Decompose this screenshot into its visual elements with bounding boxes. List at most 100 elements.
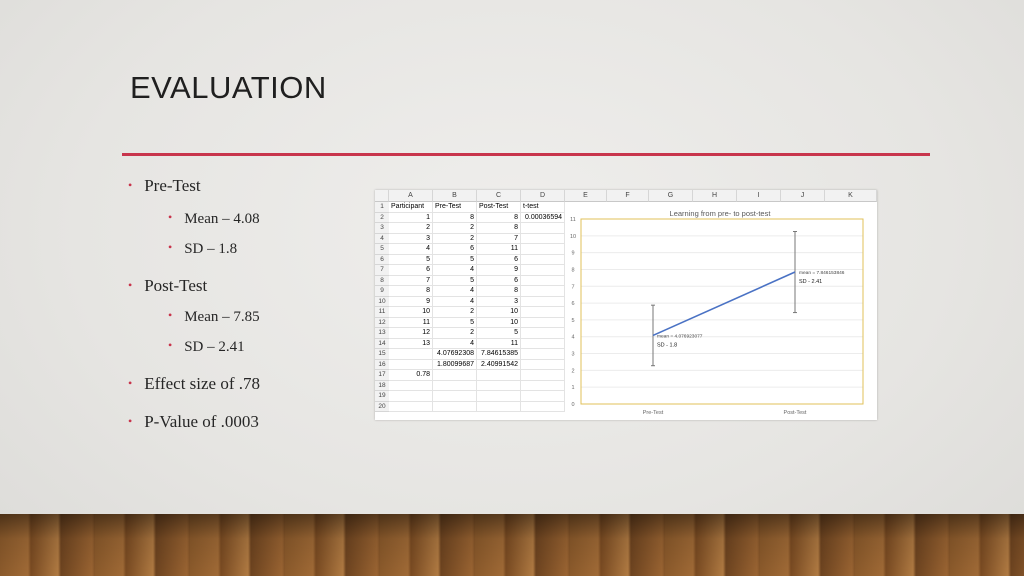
cell[interactable]: 7.84615385 <box>477 349 521 360</box>
cell[interactable]: Participant <box>389 202 433 213</box>
row-header[interactable]: 18 <box>375 380 389 391</box>
cell[interactable]: 7 <box>389 275 433 286</box>
cell[interactable]: 1 <box>389 212 433 223</box>
row-header[interactable]: 19 <box>375 391 389 402</box>
column-header-k[interactable]: K <box>825 190 877 202</box>
cell[interactable]: 4 <box>433 265 477 276</box>
column-header-h[interactable]: H <box>693 190 737 202</box>
column-header-f[interactable]: F <box>607 190 649 202</box>
cell[interactable] <box>389 380 433 391</box>
cell[interactable]: 6 <box>477 254 521 265</box>
cell[interactable] <box>521 286 565 297</box>
cell[interactable]: Pre-Test <box>433 202 477 213</box>
cell[interactable]: 2 <box>433 233 477 244</box>
cell[interactable] <box>521 307 565 318</box>
cell[interactable]: 6 <box>389 265 433 276</box>
cell[interactable] <box>433 370 477 381</box>
row-header[interactable]: 3 <box>375 223 389 234</box>
cell[interactable] <box>521 359 565 370</box>
cell[interactable] <box>477 370 521 381</box>
cell[interactable]: 4 <box>433 338 477 349</box>
cell[interactable]: t-test <box>521 202 565 213</box>
cell[interactable] <box>521 254 565 265</box>
row-header[interactable]: 15 <box>375 349 389 360</box>
cell[interactable] <box>521 275 565 286</box>
cell[interactable]: 4 <box>389 244 433 255</box>
cell[interactable] <box>521 244 565 255</box>
column-header-c[interactable]: C <box>477 190 521 202</box>
cell[interactable]: 2 <box>433 307 477 318</box>
row-header[interactable]: 11 <box>375 307 389 318</box>
cell[interactable] <box>521 401 565 412</box>
row-header[interactable]: 8 <box>375 275 389 286</box>
row-header[interactable]: 10 <box>375 296 389 307</box>
cell[interactable] <box>521 265 565 276</box>
cell[interactable] <box>521 349 565 360</box>
cell[interactable] <box>521 317 565 328</box>
cell[interactable] <box>521 338 565 349</box>
cell[interactable] <box>389 401 433 412</box>
cell[interactable]: 3 <box>389 233 433 244</box>
cell[interactable]: 0.78 <box>389 370 433 381</box>
column-header-i[interactable]: I <box>737 190 781 202</box>
column-header-b[interactable]: B <box>433 190 477 202</box>
cell[interactable]: 13 <box>389 338 433 349</box>
cell[interactable]: 7 <box>477 233 521 244</box>
cell[interactable]: 8 <box>477 286 521 297</box>
cell[interactable] <box>389 359 433 370</box>
cell[interactable]: 6 <box>477 275 521 286</box>
cell[interactable]: 10 <box>389 307 433 318</box>
row-header[interactable]: 6 <box>375 254 389 265</box>
cell[interactable]: 8 <box>389 286 433 297</box>
cell[interactable]: 11 <box>477 338 521 349</box>
cell[interactable] <box>433 380 477 391</box>
cell[interactable] <box>433 391 477 402</box>
cell[interactable]: 10 <box>477 317 521 328</box>
cell[interactable]: 11 <box>389 317 433 328</box>
cell[interactable]: 5 <box>433 317 477 328</box>
column-header-j[interactable]: J <box>781 190 825 202</box>
row-header[interactable]: 14 <box>375 338 389 349</box>
cell[interactable]: 9 <box>477 265 521 276</box>
column-header-e[interactable]: E <box>565 190 607 202</box>
cell[interactable]: 2 <box>389 223 433 234</box>
cell[interactable] <box>389 349 433 360</box>
row-header[interactable]: 17 <box>375 370 389 381</box>
cell[interactable]: 3 <box>477 296 521 307</box>
cell[interactable] <box>433 401 477 412</box>
cell[interactable]: 4.07692308 <box>433 349 477 360</box>
cell[interactable]: 8 <box>433 212 477 223</box>
cell[interactable]: 12 <box>389 328 433 339</box>
cell[interactable] <box>477 401 521 412</box>
row-header[interactable]: 9 <box>375 286 389 297</box>
column-header-g[interactable]: G <box>649 190 693 202</box>
row-header[interactable]: 20 <box>375 401 389 412</box>
row-header[interactable]: 2 <box>375 212 389 223</box>
row-header[interactable]: 12 <box>375 317 389 328</box>
cell[interactable]: 4 <box>433 286 477 297</box>
row-header[interactable]: 1 <box>375 202 389 213</box>
cell[interactable]: 0.00036594 <box>521 212 565 223</box>
cell[interactable]: 9 <box>389 296 433 307</box>
cell[interactable]: 2 <box>433 223 477 234</box>
cell[interactable]: 1.80099687 <box>433 359 477 370</box>
cell[interactable] <box>521 233 565 244</box>
cell[interactable] <box>521 370 565 381</box>
cell[interactable]: Post-Test <box>477 202 521 213</box>
cell[interactable]: 10 <box>477 307 521 318</box>
cell[interactable] <box>477 380 521 391</box>
cell[interactable]: 4 <box>433 296 477 307</box>
row-header[interactable]: 13 <box>375 328 389 339</box>
row-header[interactable]: 4 <box>375 233 389 244</box>
cell[interactable] <box>521 296 565 307</box>
cell[interactable] <box>521 391 565 402</box>
column-header-a[interactable]: A <box>389 190 433 202</box>
cell[interactable]: 5 <box>389 254 433 265</box>
row-header[interactable]: 5 <box>375 244 389 255</box>
row-header[interactable]: 7 <box>375 265 389 276</box>
cell[interactable]: 2.40991542 <box>477 359 521 370</box>
cell[interactable]: 11 <box>477 244 521 255</box>
cell[interactable]: 5 <box>477 328 521 339</box>
cell[interactable] <box>521 380 565 391</box>
cell[interactable]: 6 <box>433 244 477 255</box>
